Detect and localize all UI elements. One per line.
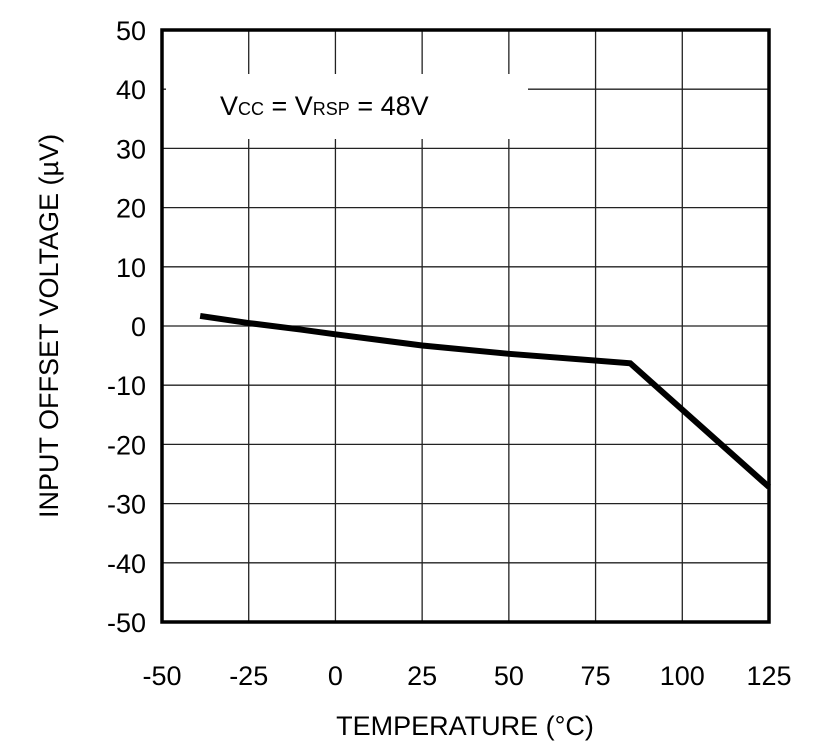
tick-labels: -50 -25 0 25 50 75 100 12550403020100-10-20-30-… (107, 16, 792, 691)
y-tick-label: -30 (107, 490, 146, 520)
y-tick-label: 0 (131, 312, 146, 342)
y-tick-label: -40 (107, 549, 146, 579)
plot-border (160, 28, 771, 624)
y-tick-label: 30 (116, 134, 146, 164)
annotation-background (166, 74, 528, 139)
y-tick-label: -20 (107, 430, 146, 460)
series-line (199, 312, 771, 490)
y-axis-label: INPUT OFFSET VOLTAGE (µV) (34, 134, 64, 518)
y-tick-label: 40 (116, 75, 146, 105)
x-tick-label: 50 (494, 661, 524, 691)
y-tick-label: -50 (107, 608, 146, 638)
series (199, 312, 771, 490)
annotation: VCC = VRSP = 48V (220, 91, 429, 121)
x-tick-label: 25 (407, 661, 437, 691)
y-tick-label: 20 (116, 194, 146, 224)
x-tick-label: 0 (328, 661, 343, 691)
y-tick-label: 50 (116, 16, 146, 46)
x-tick-label: 100 (660, 661, 705, 691)
y-tick-label: 10 (116, 253, 146, 283)
x-tick-label: 125 (746, 661, 791, 691)
y-tick-label: -10 (107, 371, 146, 401)
x-tick-label: -50 (142, 661, 181, 691)
x-tick-label: -25 (229, 661, 268, 691)
grid (161, 29, 770, 623)
x-tick-label: 75 (581, 661, 611, 691)
x-axis-label: TEMPERATURE (°C) (336, 711, 594, 741)
